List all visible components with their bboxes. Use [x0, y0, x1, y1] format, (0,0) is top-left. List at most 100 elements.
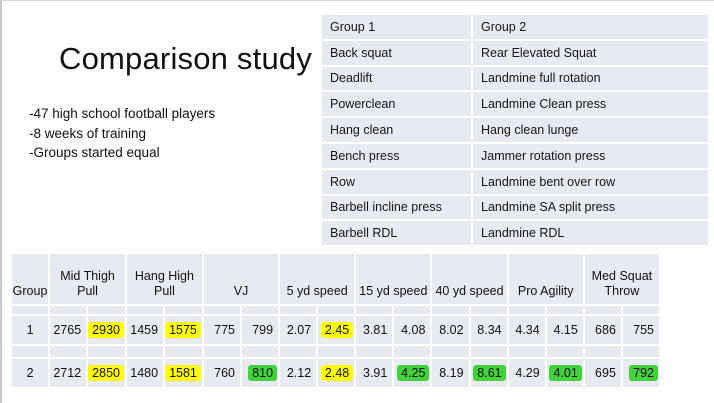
value: 8.19	[439, 366, 464, 380]
value: 2712	[53, 366, 82, 380]
value: 3.81	[363, 323, 388, 337]
exercise-cell-group1: Deadlift	[322, 66, 471, 91]
results-spacer-cell	[432, 306, 469, 314]
results-header-measure: Pro Agility	[508, 254, 583, 304]
value: 755	[633, 323, 654, 337]
results-value-cell: 2930	[88, 316, 125, 344]
results-value-cell: 4.08	[394, 316, 431, 344]
results-value-cell: 2.48	[318, 359, 355, 387]
exercise-cell-group2: Landmine RDL	[473, 221, 708, 246]
exercise-cell-group1: Hang clean	[322, 118, 471, 142]
results-spacer-cell	[126, 346, 164, 357]
exercise-row: Back squat Rear Elevated Squat	[322, 40, 708, 65]
exercise-cell-group2: Landmine full rotation	[473, 66, 708, 91]
results-spacer-cell	[203, 346, 240, 357]
results-value-cell: 2712	[50, 359, 87, 387]
results-value-cell: 4.25	[394, 359, 431, 387]
value: 4.34	[515, 323, 540, 337]
results-spacer-cell	[318, 346, 355, 357]
results-spacer-cell	[318, 306, 355, 314]
results-spacer-cell	[241, 346, 279, 357]
highlighted-value: 2850	[88, 365, 124, 381]
bullet-list: -47 high school football players -8 weeks…	[29, 104, 215, 163]
exercise-cell-group2: Landmine SA split press	[473, 195, 708, 220]
results-spacer-cell	[508, 306, 545, 314]
results-spacer-cell	[470, 346, 507, 357]
exercise-row: Barbell incline press Landmine SA split p…	[322, 195, 708, 220]
value: 799	[252, 323, 274, 337]
results-header-measure: VJ	[203, 254, 279, 304]
bullet-line: -47 high school football players	[29, 106, 216, 121]
value: 775	[214, 323, 235, 337]
highlighted-value: 1575	[165, 322, 201, 338]
results-spacer-cell	[470, 306, 507, 314]
highlighted-value: 2.48	[320, 365, 354, 381]
results-value-cell: 2.12	[280, 359, 317, 387]
results-header-group: Group	[12, 254, 49, 304]
results-value-cell: 8.02	[432, 316, 469, 344]
results-spacer-cell	[432, 346, 469, 357]
results-value-cell: 2.07	[280, 316, 317, 344]
bullet-line: -8 weeks of training	[29, 125, 147, 141]
value: 4.08	[401, 323, 426, 337]
results-spacer-cell	[622, 346, 659, 357]
results-header-measure: Hang High Pull	[126, 254, 202, 304]
results-value-cell: 1459	[126, 316, 164, 344]
highlighted-value: 4.25	[397, 365, 430, 381]
results-value-cell: 760	[203, 359, 240, 387]
highlighted-value: 8.61	[473, 365, 506, 381]
value: 686	[595, 323, 616, 337]
value: 8.34	[477, 323, 502, 337]
results-spacer-cell	[508, 346, 545, 357]
highlighted-value: 2.45	[320, 322, 354, 338]
results-table: Group Mid Thigh Pull Hang High Pull VJ 5 yd …	[12, 254, 659, 387]
results-spacer-cell	[356, 306, 393, 314]
results-group-cell: 1	[12, 316, 49, 344]
exercise-cell-group1: Powerclean	[322, 92, 471, 117]
results-spacer-cell	[584, 306, 621, 314]
results-value-cell: 4.34	[508, 316, 545, 344]
highlighted-value: 2930	[88, 322, 124, 338]
highlighted-value: 4.01	[549, 365, 582, 381]
exercise-row: Row Landmine bent over row	[322, 169, 708, 194]
exercise-row-header: Group 1 Group 2	[322, 15, 708, 39]
slide-title: Comparison study	[59, 41, 313, 76]
results-spacer-cell	[394, 306, 431, 314]
exercise-cell-group1: Barbell RDL	[322, 221, 471, 246]
results-spacer-cell	[356, 346, 393, 357]
results-value-cell: 4.15	[546, 316, 583, 344]
results-value-cell: 686	[584, 316, 621, 344]
exercise-cell-group1: Row	[322, 169, 471, 194]
exercise-cell-group2: Landmine Clean press	[473, 92, 708, 117]
value: 2765	[53, 323, 82, 337]
results-spacer-cell	[50, 346, 87, 357]
value: 695	[595, 366, 616, 380]
results-spacer-cell	[126, 306, 164, 314]
highlighted-value: 1581	[165, 365, 201, 381]
results-value-cell: 3.81	[356, 316, 393, 344]
exercise-cell-group1: Bench press	[322, 143, 471, 168]
results-value-cell: 1575	[165, 316, 202, 344]
results-value-cell: 755	[622, 316, 659, 344]
results-spacer-cell	[546, 346, 583, 357]
exercise-row: Powerclean Landmine Clean press	[322, 92, 708, 117]
results-spacer-cell	[88, 306, 125, 314]
results-spacer-cell	[584, 346, 621, 357]
results-value-cell: 2850	[88, 359, 125, 387]
results-value-cell: 3.91	[356, 359, 393, 387]
results-spacer-cell	[203, 306, 240, 314]
results-value-cell: 1581	[165, 359, 202, 387]
results-value-cell: 810	[241, 359, 279, 387]
results-spacer-cell	[241, 306, 279, 314]
value: 1459	[130, 323, 159, 337]
results-spacer-cell	[12, 346, 49, 357]
value: 760	[214, 366, 235, 380]
exercise-row: Bench press Jammer rotation press	[322, 143, 708, 168]
results-group-cell: 2	[12, 359, 49, 387]
results-value-cell: 1480	[126, 359, 164, 387]
results-spacer-cell	[165, 346, 202, 357]
highlighted-value: 792	[629, 365, 658, 381]
exercise-row: Barbell RDL Landmine RDL	[322, 221, 708, 246]
value: 4.15	[553, 323, 578, 337]
